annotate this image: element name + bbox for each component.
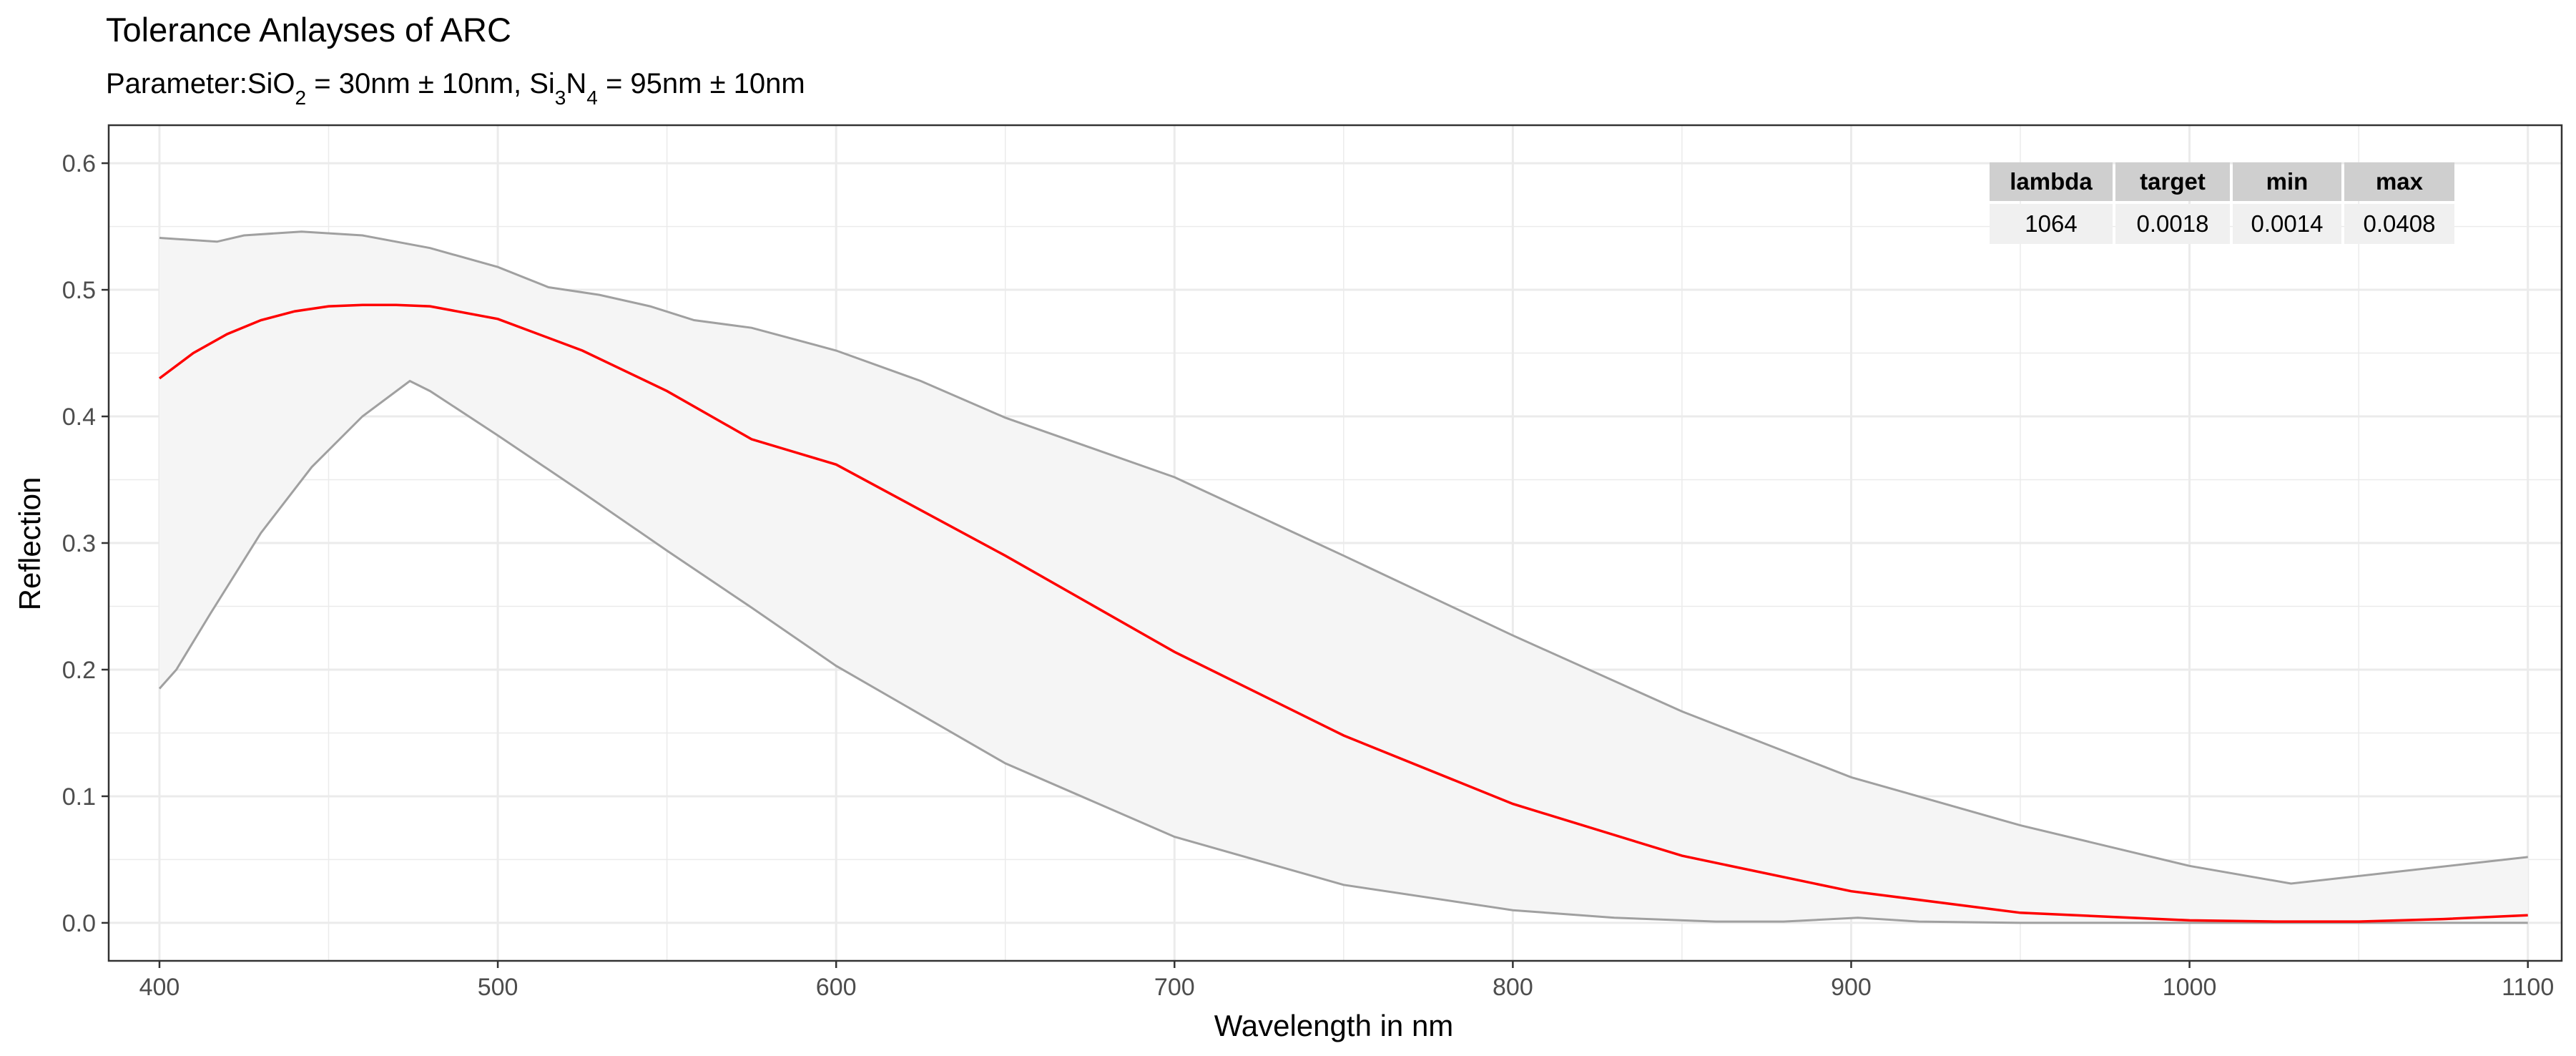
table-header-label: target <box>2140 168 2206 195</box>
subtitle-subscript: 2 <box>295 87 307 109</box>
subtitle-subscript: 3 <box>555 87 566 109</box>
table-cell-value: 0.0018 <box>2137 210 2209 237</box>
y-tick-label: 0.0 <box>62 910 96 937</box>
y-tick-label: 0.4 <box>62 404 96 431</box>
chart-title: Tolerance Anlayses of ARC <box>106 11 511 49</box>
subtitle-subscript: 4 <box>586 87 598 109</box>
series-lower-line <box>158 379 2528 924</box>
x-tick-label: 400 <box>139 974 180 1001</box>
x-tick-label: 1000 <box>2163 974 2217 1001</box>
y-tick-label: 0.2 <box>62 657 96 684</box>
table-header-cell <box>2115 162 2230 201</box>
table-cell-value: 1064 <box>2025 210 2077 237</box>
table-header-cell <box>2344 162 2454 201</box>
results-table: lambda target min max 1064 0.0018 0.0014 0.0408 <box>1990 162 2454 244</box>
x-tick-label: 800 <box>1493 974 1533 1001</box>
table-header-label: max <box>2376 168 2424 195</box>
y-tick-label: 0.6 <box>62 150 96 177</box>
table-header-cell <box>1990 162 2113 201</box>
series-target-line <box>158 303 2528 923</box>
x-tick-label: 1100 <box>2502 974 2554 1001</box>
subtitle-part: = 95nm ± 10nm <box>598 68 805 99</box>
subtitle-part: N <box>566 68 586 99</box>
x-tick-label: 900 <box>1831 974 1872 1001</box>
table-cell-value: 0.0014 <box>2251 210 2324 237</box>
x-axis-ticks: 400 500 600 700 800 900 1000 1100 <box>139 961 2554 1001</box>
y-tick-label: 0.3 <box>62 530 96 557</box>
y-tick-label: 0.1 <box>62 783 96 811</box>
y-axis-ticks: 0.0 0.1 0.2 0.3 0.4 0.5 0.6 <box>62 150 109 937</box>
table-cell <box>1990 204 2113 244</box>
table-header-label: lambda <box>2010 168 2093 195</box>
chart-subtitle: Parameter:SiO2 = 30nm ± 10nm, Si3N4 = 95… <box>106 68 805 109</box>
subtitle-part: = 30nm ± 10nm, Si <box>306 68 555 99</box>
series-upper-line <box>159 230 2528 885</box>
x-tick-label: 500 <box>478 974 518 1001</box>
table-header-label: min <box>2266 168 2309 195</box>
table-cell-value: 0.0408 <box>2364 210 2436 237</box>
tolerance-band <box>159 231 2528 923</box>
table-cell <box>2344 204 2454 244</box>
table-header-cell <box>2233 162 2341 201</box>
subtitle-part: Parameter:SiO <box>106 68 295 99</box>
y-axis-title: Reflection <box>13 477 46 611</box>
y-tick-label: 0.5 <box>62 277 96 304</box>
table-cell <box>2233 204 2341 244</box>
x-tick-label: 600 <box>816 974 857 1001</box>
table-cell <box>2115 204 2230 244</box>
x-tick-label: 700 <box>1154 974 1195 1001</box>
x-axis-title: Wavelength in nm <box>1214 1009 1454 1042</box>
